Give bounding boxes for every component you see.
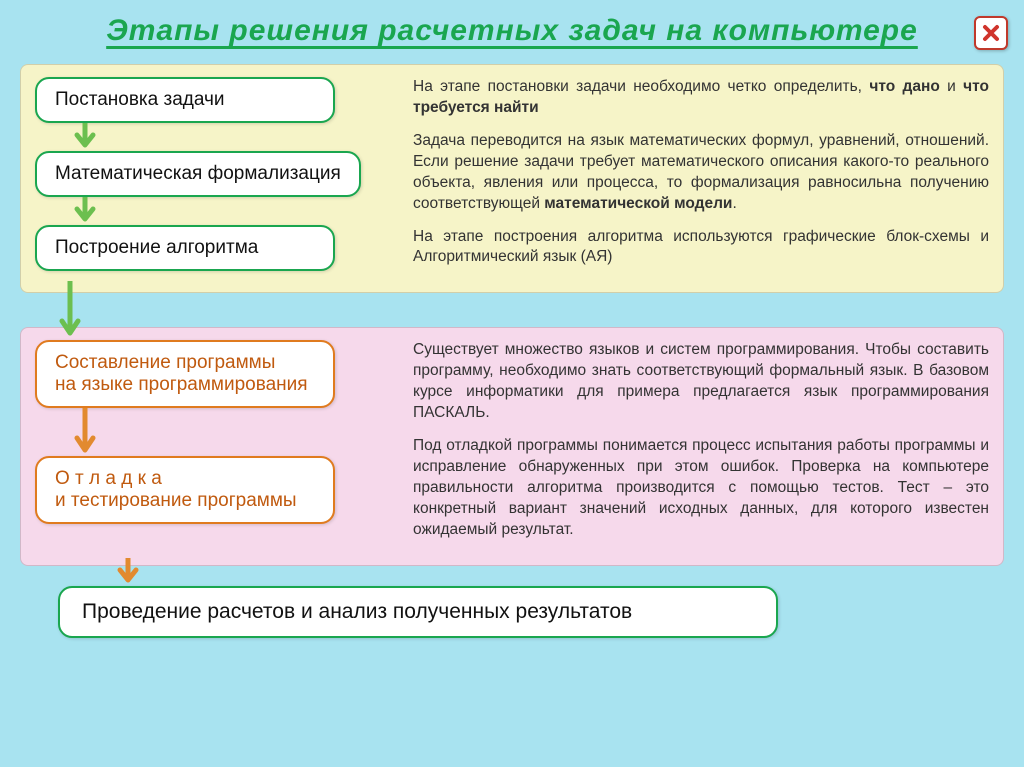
final-section: Проведение расчетов и анализ полученных … (20, 572, 1004, 638)
para-3: На этапе построения алгоритма используют… (413, 227, 989, 269)
step-debug-line1: О т л а д к а (55, 468, 315, 490)
para-2: Задача переводится на язык математически… (413, 131, 989, 215)
flow-column-2: Составление программы на языке программи… (35, 340, 395, 552)
flow-column-1: Постановка задачи Математическая формали… (35, 77, 395, 280)
section-1: Постановка задачи Математическая формали… (20, 64, 1004, 293)
step-write-program-line2: на языке программирования (55, 374, 315, 396)
text-column-2: Существует множество языков и систем про… (413, 340, 989, 552)
arrow-2 (73, 197, 97, 225)
step-debug-test: О т л а д к а и тестирование программы (35, 456, 335, 524)
para-1: На этапе постановки задачи необходимо че… (413, 77, 989, 119)
para-4: Существует множество языков и систем про… (413, 340, 989, 424)
step-write-program-line1: Составление программы (55, 352, 315, 374)
step-problem-statement: Постановка задачи (35, 77, 335, 123)
arrow-4 (73, 408, 97, 456)
arrow-5 (116, 558, 140, 586)
arrow-1 (73, 123, 97, 151)
arrow-3 (58, 281, 1024, 339)
close-button[interactable] (974, 16, 1008, 50)
step-final-analysis: Проведение расчетов и анализ полученных … (58, 586, 778, 638)
step-write-program: Составление программы на языке программи… (35, 340, 335, 408)
step-build-algorithm: Построение алгоритма (35, 225, 335, 271)
page-title: Этапы решения расчетных задач на компьют… (0, 0, 1024, 58)
close-icon (981, 23, 1001, 43)
para-5: Под отладкой программы понимается процес… (413, 436, 989, 541)
text-column-1: На этапе постановки задачи необходимо че… (413, 77, 989, 280)
section-2: Составление программы на языке программи… (20, 327, 1004, 565)
step-debug-line2: и тестирование программы (55, 490, 315, 512)
step-math-formalization: Математическая формализация (35, 151, 361, 197)
